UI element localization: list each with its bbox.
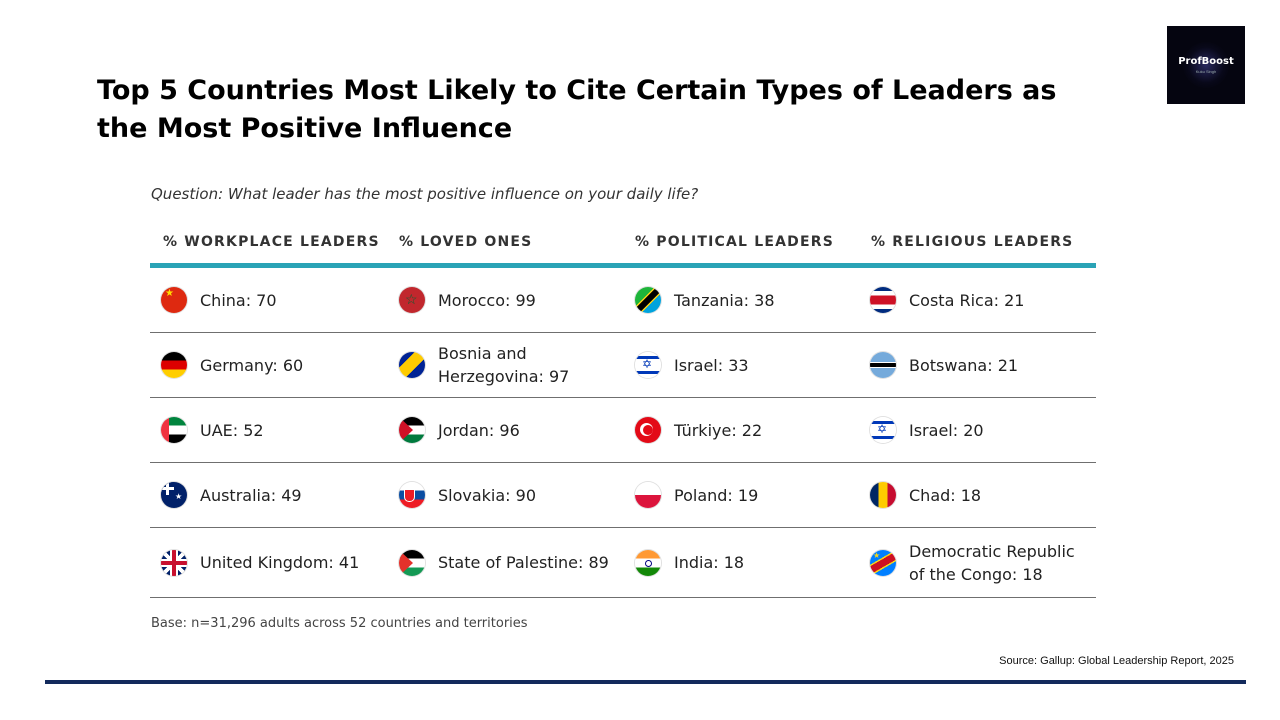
table-cell: Israel: 33 xyxy=(635,333,749,397)
india-flag-icon xyxy=(635,549,661,576)
cell-text: Morocco: 99 xyxy=(438,290,536,310)
uae-flag-icon xyxy=(161,417,187,443)
cell-text: UAE: 52 xyxy=(200,420,264,440)
uk-flag-icon xyxy=(161,549,187,576)
table-cell: Costa Rica: 21 xyxy=(870,268,1024,332)
sample-base-note: Base: n=31,296 adults across 52 countrie… xyxy=(151,616,528,631)
table-cell: UAE: 52 xyxy=(161,398,264,462)
cell-text: Tanzania: 38 xyxy=(674,290,775,310)
table-row: Australia: 49 Slovakia: 90 Poland: 19 Ch… xyxy=(150,463,1096,528)
cell-text: Australia: 49 xyxy=(200,485,302,505)
cell-text: Slovakia: 90 xyxy=(438,485,537,505)
table-cell: Australia: 49 xyxy=(161,463,302,527)
table-row: UAE: 52 Jordan: 96 Türkiye: 22 Israel: 2… xyxy=(150,398,1096,463)
table-cell: Israel: 20 xyxy=(870,398,984,462)
poland-flag-icon xyxy=(635,482,661,508)
table-cell: Türkiye: 22 xyxy=(635,398,762,462)
column-header-religious: % RELIGIOUS LEADERS xyxy=(871,234,1074,250)
chad-flag-icon xyxy=(870,482,896,508)
table-cell: India: 18 xyxy=(635,528,744,597)
australia-flag-icon xyxy=(161,482,187,508)
table-cell: Germany: 60 xyxy=(161,333,303,397)
tanzania-flag-icon xyxy=(635,287,661,313)
israel-flag-icon xyxy=(870,417,896,443)
cell-text: Poland: 19 xyxy=(674,485,759,505)
logo-name: ProfBoost xyxy=(1178,56,1234,67)
cell-text: Botswana: 21 xyxy=(909,355,1019,375)
header-divider xyxy=(150,263,1096,268)
jordan-flag-icon xyxy=(399,417,425,443)
table-cell: United Kingdom: 41 xyxy=(161,528,359,597)
cell-text: India: 18 xyxy=(674,553,745,572)
logo-subtitle: Kuku Singh xyxy=(1195,69,1217,74)
table-cell: Bosnia and Herzegovina: 97 xyxy=(399,333,578,397)
table-row: China: 70 Morocco: 99 Tanzania: 38 Costa… xyxy=(150,268,1096,333)
cell-text: Israel: 33 xyxy=(674,355,749,375)
slide-title: Top 5 Countries Most Likely to Cite Cert… xyxy=(97,75,1057,144)
cell-text: Germany: 60 xyxy=(200,355,304,375)
morocco-flag-icon xyxy=(399,287,425,313)
cell-text: Democratic Republic of the Congo: 18 xyxy=(909,541,1075,584)
column-header-loved-ones: % LOVED ONES xyxy=(399,234,533,250)
table-cell: Democratic Republic of the Congo: 18 xyxy=(870,528,1089,597)
bosnia-flag-icon xyxy=(399,352,425,378)
cell-text: China: 70 xyxy=(200,290,277,310)
germany-flag-icon xyxy=(161,352,187,378)
table-cell: Chad: 18 xyxy=(870,463,981,527)
source-citation: Source: Gallup: Global Leadership Report… xyxy=(999,655,1234,667)
table-row: United Kingdom: 41 State of Palestine: 8… xyxy=(150,528,1096,598)
botswana-flag-icon xyxy=(870,352,896,378)
slovakia-flag-icon xyxy=(399,482,425,508)
drc-flag-icon xyxy=(870,549,896,576)
palestine-flag-icon xyxy=(399,549,425,576)
israel-flag-icon xyxy=(635,352,661,378)
table-cell: Poland: 19 xyxy=(635,463,758,527)
cell-text: Chad: 18 xyxy=(909,485,982,505)
cell-text: Israel: 20 xyxy=(909,420,984,440)
cell-text: Jordan: 96 xyxy=(438,420,520,440)
table-header: % WORKPLACE LEADERS % LOVED ONES % POLIT… xyxy=(150,234,1096,254)
table-row: Germany: 60 Bosnia and Herzegovina: 97 I… xyxy=(150,333,1096,398)
table-cell: Jordan: 96 xyxy=(399,398,520,462)
cell-text: Costa Rica: 21 xyxy=(909,290,1025,310)
cell-text: Bosnia and Herzegovina: 97 xyxy=(438,344,570,386)
cell-text: Türkiye: 22 xyxy=(674,420,763,440)
table-cell: Botswana: 21 xyxy=(870,333,1018,397)
column-header-political: % POLITICAL LEADERS xyxy=(635,234,835,250)
table-cell: Slovakia: 90 xyxy=(399,463,536,527)
survey-question: Question: What leader has the most posit… xyxy=(151,185,699,203)
table-cell: State of Palestine: 89 xyxy=(399,528,609,597)
table-cell: Tanzania: 38 xyxy=(635,268,775,332)
turkiye-flag-icon xyxy=(635,417,661,443)
cell-text: State of Palestine: 89 xyxy=(438,553,609,572)
table-cell: China: 70 xyxy=(161,268,277,332)
cell-text: United Kingdom: 41 xyxy=(200,553,360,572)
bottom-divider xyxy=(45,680,1246,684)
column-header-workplace: % WORKPLACE LEADERS xyxy=(163,234,380,250)
costa-rica-flag-icon xyxy=(870,287,896,313)
table-cell: Morocco: 99 xyxy=(399,268,536,332)
china-flag-icon xyxy=(161,287,187,313)
profboost-logo: ProfBoost Kuku Singh xyxy=(1167,26,1245,104)
